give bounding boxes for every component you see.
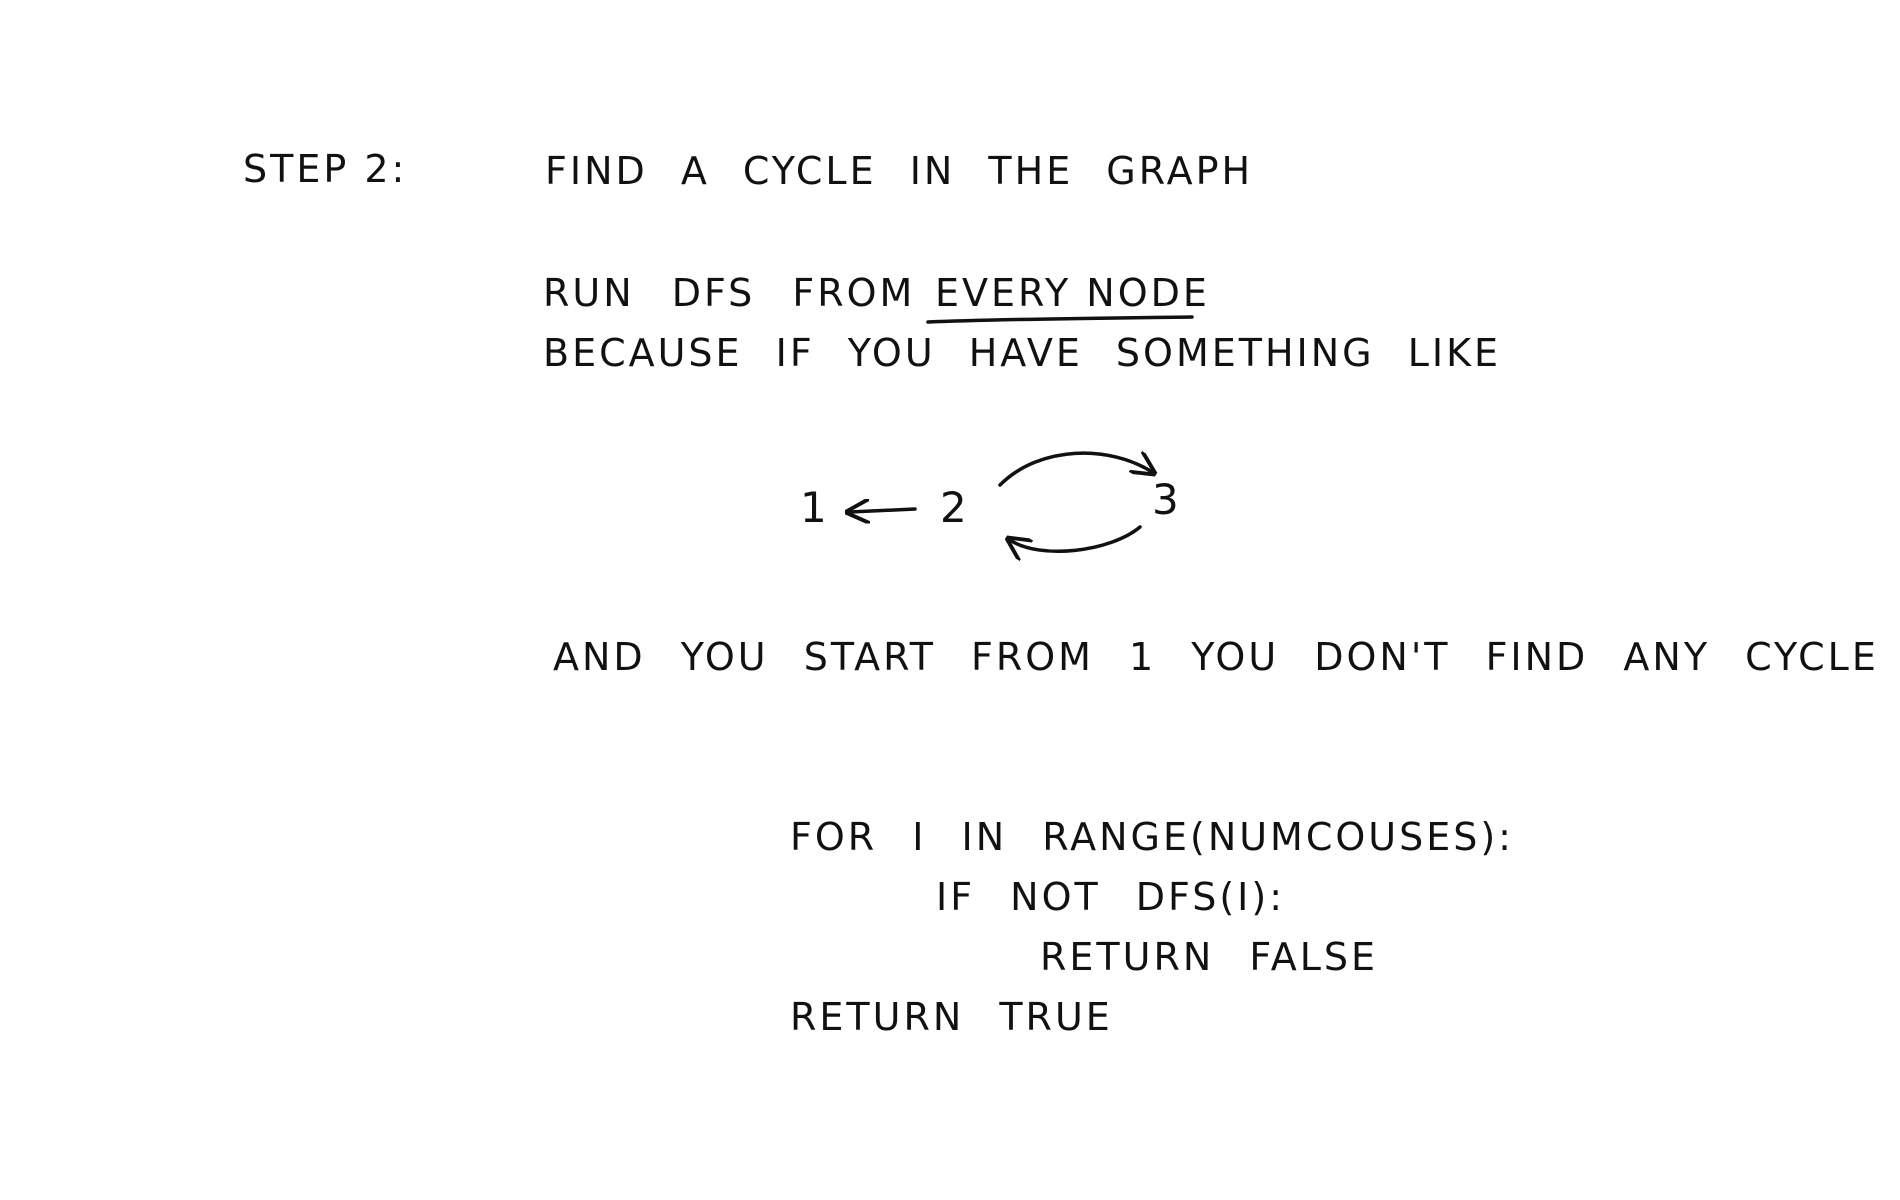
conclusion-text: AND YOU START FROM 1 YOU DON'T FIND ANY …	[553, 635, 1879, 679]
edge-2-to-3	[998, 453, 1152, 487]
edge-2-to-1	[850, 509, 917, 512]
graph-node-3: 3	[1152, 475, 1179, 524]
graph-node-1: 1	[800, 483, 827, 532]
code-line-return-false: RETURN FALSE	[1040, 935, 1379, 979]
emphasis-underline	[926, 315, 1194, 324]
code-line-return-true: RETURN TRUE	[790, 995, 1113, 1039]
code-line-for: FOR I IN RANGE(NUMCOUSES):	[790, 815, 1514, 859]
explanation-emphasis: EVERY NODE	[935, 271, 1210, 315]
edge-3-to-2	[1010, 525, 1142, 551]
explanation-line1-prefix: RUN DFS FROM	[543, 271, 916, 315]
code-line-if: IF NOT DFS(I):	[936, 875, 1286, 919]
step-label: STEP 2:	[243, 147, 408, 191]
step-title: FIND A CYCLE IN THE GRAPH	[545, 149, 1254, 193]
graph-node-2: 2	[940, 483, 967, 532]
explanation-line2: BECAUSE IF YOU HAVE SOMETHING LIKE	[543, 331, 1502, 375]
